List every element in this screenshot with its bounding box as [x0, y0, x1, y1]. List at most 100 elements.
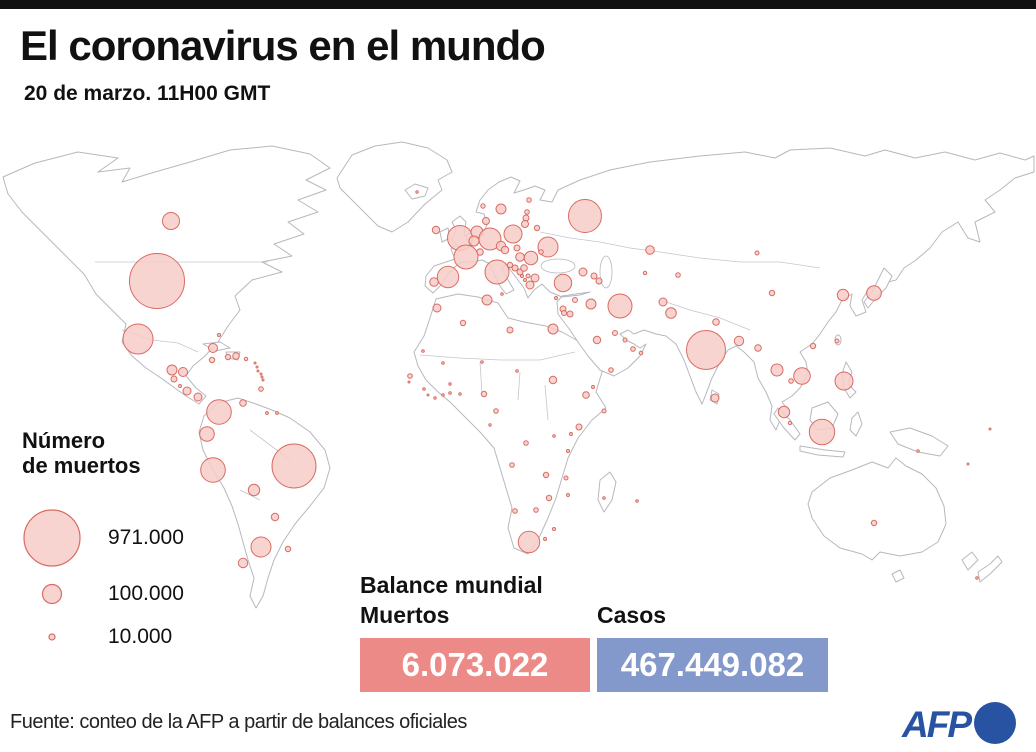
- bubble-albania: [523, 278, 527, 282]
- bubble-pakistan: [665, 307, 677, 319]
- bubble-guatemala: [166, 364, 178, 376]
- bubble-hong-kong: [809, 342, 817, 350]
- bubble-togo-benin: [458, 392, 462, 396]
- bubble-thailand: [770, 363, 784, 377]
- bubble-indonesia: [808, 418, 836, 446]
- bubble-costa-rica: [182, 386, 192, 396]
- bubble-gambia: [407, 380, 411, 384]
- bubble-brazil: [271, 443, 317, 489]
- bubble-chad: [515, 369, 519, 373]
- bubble-bolivia: [247, 483, 261, 497]
- legend-item-min: 10.000: [22, 607, 172, 667]
- bubble-mauritius: [635, 499, 639, 503]
- top-bar: [0, 0, 1036, 9]
- bubble-croatia: [511, 264, 519, 272]
- bubble-libya: [506, 326, 514, 334]
- land-madagascar: [597, 471, 617, 513]
- afp-logo-text: AFP: [902, 704, 972, 745]
- bubble-guinea: [422, 387, 426, 391]
- land-australia: [807, 457, 947, 561]
- bubble-bulgaria: [530, 273, 540, 283]
- bubble-india: [686, 330, 726, 370]
- afp-logo: AFP: [902, 700, 1020, 748]
- bubble-trinidad-tobago: [258, 386, 264, 392]
- bubble-mali: [441, 361, 445, 365]
- bubble-el-salvador: [170, 375, 178, 383]
- bubble-japan: [866, 285, 882, 301]
- land-tasmania: [891, 569, 905, 583]
- bubble-argentina: [250, 536, 272, 558]
- bubble-canada: [162, 212, 180, 230]
- bubble-nicaragua: [178, 384, 182, 388]
- bubble-antilles-6: [261, 378, 265, 382]
- bubble-kuwait: [612, 330, 618, 336]
- bubble-mexico: [122, 323, 154, 355]
- bubble-new-zealand: [975, 576, 979, 580]
- bubble-oman: [638, 350, 644, 356]
- bubble-kazakhstan: [645, 245, 655, 255]
- bubble-jordan: [566, 310, 574, 318]
- balance-title: Balance mundial: [360, 572, 543, 598]
- bubble-vietnam: [793, 367, 811, 385]
- bubble-france: [453, 244, 479, 270]
- bubble-jamaica: [208, 356, 216, 364]
- bubble-cameroon: [493, 408, 499, 414]
- bubble-lithuania: [521, 220, 529, 228]
- bubble-usa: [129, 253, 185, 309]
- bubble-algeria: [459, 319, 467, 327]
- bubble-singapore: [787, 420, 793, 426]
- bubble-liberia: [433, 396, 437, 400]
- bubble-yemen: [608, 367, 614, 373]
- bubble-drc: [523, 440, 529, 446]
- source-note: Fuente: conteo de la AFP a partir de bal…: [10, 711, 467, 733]
- bubble-malaysia: [777, 405, 791, 419]
- bubble-bahrain: [622, 337, 628, 343]
- bubble-ghana: [448, 391, 452, 395]
- bubble-estonia: [524, 209, 530, 215]
- bubble-kenya: [569, 432, 573, 436]
- bubble-haiti: [224, 353, 232, 361]
- legend-circle-max: [22, 508, 108, 568]
- bubble-denmark: [482, 217, 490, 225]
- bubble-venezuela: [239, 399, 247, 407]
- bubble-australia: [870, 519, 878, 527]
- bubble-moldova: [538, 249, 544, 255]
- deaths-label: Muertos: [360, 602, 450, 628]
- bubble-solomon-islands: [966, 462, 970, 466]
- bubble-lesotho: [543, 537, 547, 541]
- bubble-namibia: [512, 508, 518, 514]
- balance-boxes: 6.073.022 467.449.082: [360, 638, 830, 692]
- page-title: El coronavirus en el mundo: [20, 22, 546, 69]
- bubble-norway: [480, 203, 486, 209]
- size-legend: Número de muertos 971.000 100.000: [22, 428, 242, 648]
- bubble-gabon: [488, 423, 492, 427]
- bubble-colombia: [206, 399, 232, 425]
- legend-item-max: 971.000: [22, 508, 184, 568]
- bubble-iceland: [415, 190, 419, 194]
- bubble-paraguay: [270, 512, 280, 522]
- bubble-finland: [526, 197, 532, 203]
- bubble-zimbabwe: [545, 494, 553, 502]
- bubble-morocco: [432, 303, 442, 313]
- bubble-mozambique: [566, 493, 570, 497]
- legend-circle-mid: [22, 564, 108, 624]
- bubble-honduras: [178, 367, 188, 377]
- bubble-senegal: [407, 373, 413, 379]
- bubble-ecuador: [199, 426, 215, 442]
- bubble-china: [768, 289, 776, 297]
- bubble-armenia: [590, 272, 598, 280]
- land-sulawesi: [849, 411, 863, 437]
- bubble-peru: [200, 457, 226, 483]
- land-greenland: [336, 141, 453, 233]
- legend-label-min: 10.000: [108, 625, 173, 648]
- bubble-saudi-arabia: [592, 335, 602, 345]
- bubble-cuba: [208, 343, 218, 353]
- bubble-uruguay: [284, 545, 292, 553]
- land-new-zealand-north: [961, 551, 979, 571]
- bubble-uganda: [575, 423, 583, 431]
- bubble-slovakia: [513, 244, 521, 252]
- bubble-dominican-republic: [232, 352, 240, 360]
- bubble-suriname: [275, 411, 279, 415]
